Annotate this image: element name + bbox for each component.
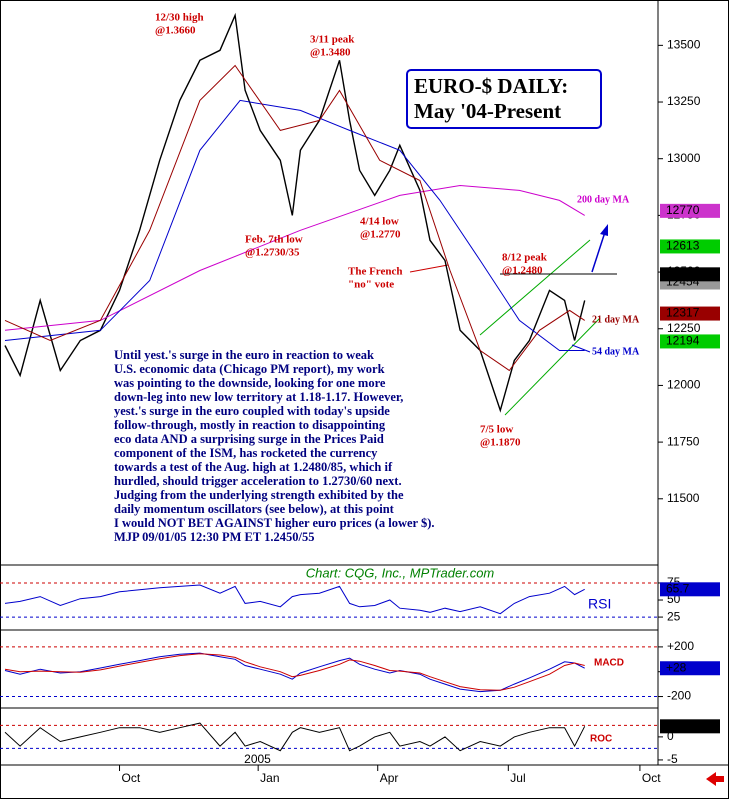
annotation: @1.2770 — [360, 229, 401, 241]
channel-line — [479, 239, 591, 336]
y-tick-label: -5 — [667, 752, 678, 766]
arrow — [591, 231, 606, 273]
x-tick-label: Apr — [380, 771, 399, 785]
commentary-line: U.S. economic data (Chicago PM report), … — [114, 362, 385, 376]
series-line — [4, 653, 585, 691]
commentary-line: I would NOT BET AGAINST higher euro pric… — [114, 516, 435, 530]
commentary-line: component of the ISM, has rocketed the c… — [114, 446, 378, 460]
series-label: 54 day MA — [592, 346, 640, 357]
annotation: @1.3480 — [310, 47, 351, 59]
price-tag — [660, 267, 720, 282]
x-tick-label: Oct — [642, 771, 661, 785]
series-line — [4, 584, 585, 615]
commentary-line: was pointing to the downside, looking fo… — [114, 376, 386, 390]
commentary-line: MJP 09/01/05 12:30 PM ET 1.2450/55 — [114, 530, 314, 544]
y-tick-label: 12250 — [667, 321, 701, 335]
y-tick-label: 25 — [667, 609, 681, 623]
price-tag-label: 12194 — [666, 334, 700, 348]
commentary-line: Until yest.'s surge in the euro in react… — [114, 348, 374, 362]
price-tag-label: 12317 — [666, 306, 700, 320]
chart-title: EURO-$ DAILY: — [414, 74, 568, 98]
annotation: @1.2730/35 — [245, 247, 300, 259]
price-tag — [660, 239, 720, 254]
y-tick-label: +200 — [667, 639, 694, 653]
x-tick-label: Jan — [260, 771, 279, 785]
annotation: Feb. 7th low — [245, 234, 303, 246]
commentary-line: yest.'s surge in the euro coupled with t… — [114, 404, 390, 418]
price-tag-label: 12613 — [666, 239, 700, 253]
year-label: 2005 — [244, 752, 271, 766]
y-tick-label: 13000 — [667, 151, 701, 165]
pointer — [571, 344, 591, 353]
annotation: @1.3660 — [155, 25, 196, 37]
y-tick-label: 12000 — [667, 378, 701, 392]
price-tag — [660, 203, 720, 218]
annotation: @1.1870 — [480, 437, 521, 449]
annotation: 7/5 low — [480, 424, 513, 436]
y-tick-label: 13250 — [667, 94, 701, 108]
commentary-line: towards a test of the Aug. high at 1.248… — [114, 460, 393, 474]
series-label: 200 day MA — [577, 194, 630, 205]
series-line — [4, 722, 586, 752]
commentary-line: down-leg into new low territory at 1.18-… — [114, 390, 403, 404]
annotation: 8/12 peak — [502, 252, 548, 264]
series-label: 21 day MA — [592, 314, 640, 325]
credit: Chart: CQG, Inc., MPTrader.com — [306, 565, 495, 580]
pointer — [409, 264, 449, 273]
commentary-line: hurdled, should trigger acceleration to … — [114, 474, 402, 488]
commentary-line: Judging from the underlying strength exh… — [114, 488, 404, 502]
x-tick-label: Jul — [510, 771, 525, 785]
y-tick-label: 11500 — [667, 491, 700, 505]
last-value-label: 65.7 — [666, 581, 690, 595]
last-value-box — [660, 582, 720, 597]
y-tick-label: 13500 — [667, 38, 701, 52]
annotation: 12/30 high — [155, 12, 204, 24]
arrowhead — [600, 224, 608, 236]
chart-title: May '04-Present — [414, 99, 561, 123]
annotation: "no" vote — [348, 279, 394, 291]
x-tick-label: Oct — [122, 771, 141, 785]
price-tag-label: 12770 — [666, 203, 700, 217]
price-tag — [660, 334, 720, 349]
last-value-label: +28 — [666, 660, 687, 674]
series-line — [4, 99, 585, 351]
last-value-box — [660, 719, 720, 734]
nav-arrow — [706, 772, 724, 786]
commentary-line: eco data AND a surprising surge in the P… — [114, 432, 384, 446]
y-tick-label: -200 — [667, 689, 691, 703]
annotation: @1.2480 — [502, 265, 543, 277]
panel-label: RSI — [588, 596, 611, 612]
annotation: 4/14 low — [360, 216, 399, 228]
annotation: The French — [348, 266, 403, 278]
y-tick-label: 0 — [667, 729, 674, 743]
last-value-label: 2.292 — [666, 718, 696, 732]
price-tag-label: 12490 — [666, 267, 700, 281]
panel-label: ROC — [590, 734, 612, 745]
panel-label: MACD — [594, 658, 624, 669]
commentary-line: follow-through, mostly in reaction to di… — [114, 418, 386, 432]
series-line — [4, 184, 585, 331]
price-tag — [660, 306, 720, 321]
series-line — [4, 64, 585, 372]
last-value-box — [660, 661, 720, 676]
commentary-line: daily momentum oscillators (see below), … — [114, 502, 395, 516]
channel-line — [504, 317, 601, 416]
annotation: 3/11 peak — [310, 34, 355, 46]
y-tick-label: 11750 — [667, 434, 700, 448]
title-box — [406, 69, 602, 129]
